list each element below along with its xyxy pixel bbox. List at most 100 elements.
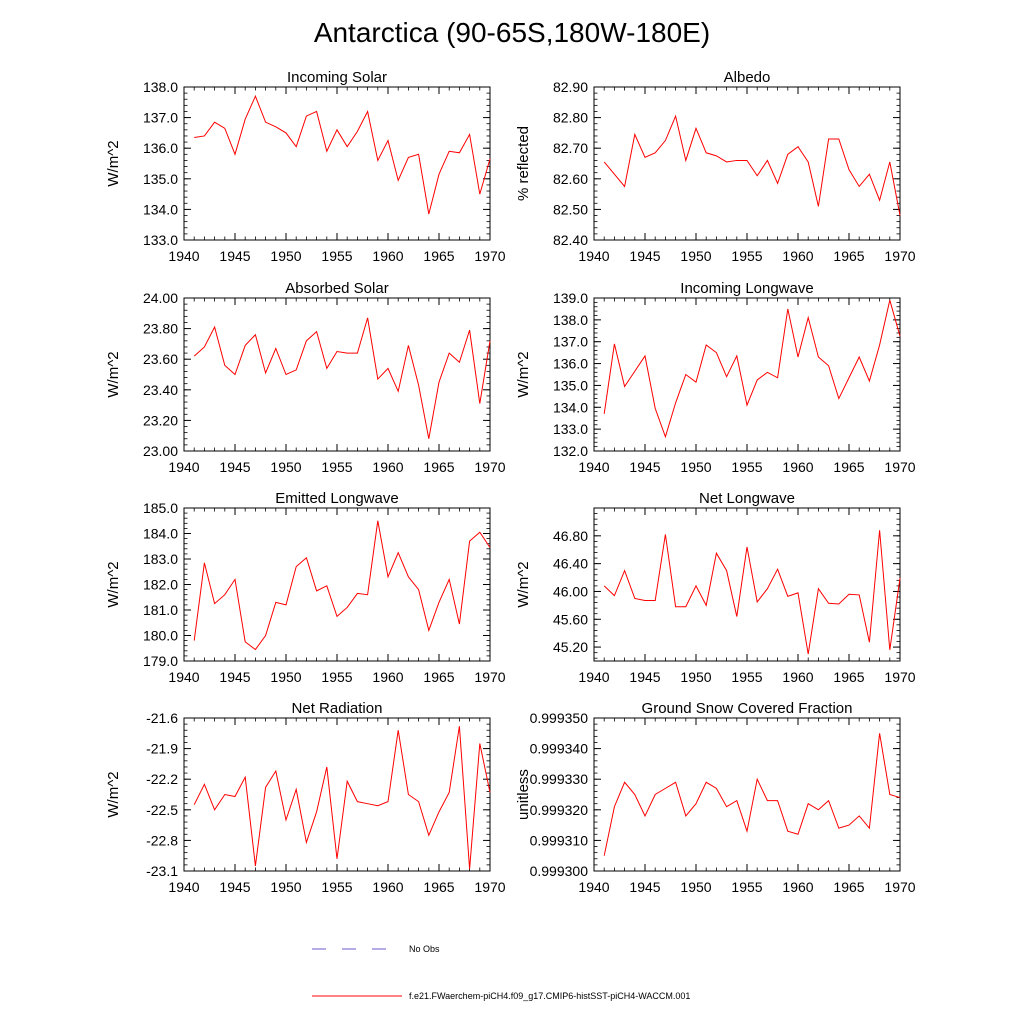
x-tick-label: 1965: [833, 879, 864, 895]
legend-no-obs-label: No Obs: [409, 944, 440, 954]
plot-frame: [593, 507, 901, 662]
series-line: [603, 300, 901, 439]
y-tick-label: 134.0: [553, 399, 588, 415]
y-tick-label: 137.0: [553, 334, 588, 350]
x-tick-label: 1945: [219, 248, 250, 264]
y-tick-label: -22.2: [146, 771, 178, 787]
x-tick-label: 1970: [884, 669, 915, 685]
y-tick-label: 82.60: [553, 171, 588, 187]
plot-frame: [593, 717, 901, 872]
x-tick-label: 1945: [629, 669, 660, 685]
y-tick-label: 135.0: [553, 377, 588, 393]
legend: No Obs f.e21.FWaerchem-piCH4.f09_g17.CMI…: [312, 944, 690, 1001]
x-tick-label: 1960: [782, 669, 813, 685]
panel-title: Absorbed Solar: [285, 280, 388, 297]
x-tick-label: 1970: [474, 669, 505, 685]
y-tick-label: 0.999330: [530, 771, 589, 787]
series-line: [603, 530, 901, 655]
series-line: [193, 520, 491, 651]
y-axis-label: W/m^2: [515, 351, 532, 397]
x-tick-label: 1955: [731, 459, 762, 475]
y-tick-label: 23.80: [143, 321, 178, 337]
y-tick-label: -22.5: [146, 802, 178, 818]
x-tick-label: 1970: [474, 879, 505, 895]
y-tick-label: 133.0: [143, 232, 178, 248]
panel-incoming-longwave: Incoming Longwave W/m^2 1940 1945 1950 1955 19…: [515, 280, 916, 475]
x-tick-label: 1950: [680, 459, 711, 475]
y-tick-label: 182.0: [143, 577, 178, 593]
x-tick-label: 1940: [168, 459, 199, 475]
y-tick-label: 23.20: [143, 412, 178, 428]
y-tick-label: 45.60: [553, 611, 588, 627]
y-tick-label: 136.0: [143, 140, 178, 156]
series-line: [194, 94, 491, 215]
x-tick-label: 1955: [731, 248, 762, 264]
x-tick-label: 1940: [168, 248, 199, 264]
series-line: [603, 114, 901, 216]
panel-ground-snow-covered-fraction: Ground Snow Covered Fraction unitless 1940…: [515, 700, 916, 895]
x-tick-label: 1955: [321, 248, 352, 264]
plot-frame: [183, 297, 491, 452]
x-tick-label: 1955: [731, 879, 762, 895]
x-tick-label: 1945: [219, 669, 250, 685]
y-tick-label: -21.6: [146, 710, 178, 726]
panel-grid: Incoming Solar W/m^2 1940 1945 1950 1955 1960 1…: [105, 69, 916, 895]
y-axis-label: W/m^2: [105, 561, 122, 607]
y-tick-label: 183.0: [143, 551, 178, 567]
y-tick-label: 46.00: [553, 583, 588, 599]
y-tick-label: 135.0: [143, 171, 178, 187]
x-tick-label: 1960: [372, 879, 403, 895]
x-tick-label: 1950: [270, 669, 301, 685]
x-tick-label: 1955: [731, 669, 762, 685]
x-tick-label: 1955: [321, 669, 352, 685]
y-tick-label: 137.0: [143, 110, 178, 126]
y-tick-label: 82.70: [553, 140, 588, 156]
x-tick-label: 1965: [423, 459, 454, 475]
y-tick-label: 0.999320: [530, 802, 589, 818]
y-axis-label: % reflected: [515, 126, 532, 201]
plot-frame: [593, 86, 901, 241]
y-tick-label: 0.999340: [530, 741, 589, 757]
x-tick-label: 1965: [833, 669, 864, 685]
x-tick-label: 1940: [168, 879, 199, 895]
x-tick-label: 1950: [270, 459, 301, 475]
x-tick-label: 1970: [884, 459, 915, 475]
x-tick-label: 1945: [629, 879, 660, 895]
legend-model-label: f.e21.FWaerchem-piCH4.f09_g17.CMIP6-hist…: [409, 991, 690, 1001]
panel-emitted-longwave: Emitted Longwave W/m^2 1940 1945 1950 1955 196…: [105, 490, 506, 685]
plot-frame: [593, 297, 901, 452]
y-axis-label: W/m^2: [105, 351, 122, 397]
x-tick-label: 1970: [474, 459, 505, 475]
x-tick-label: 1960: [782, 248, 813, 264]
y-tick-label: 184.0: [143, 526, 178, 542]
x-tick-label: 1965: [833, 248, 864, 264]
x-tick-label: 1940: [578, 248, 609, 264]
x-tick-label: 1940: [578, 879, 609, 895]
x-tick-label: 1940: [578, 459, 609, 475]
panel-incoming-solar: Incoming Solar W/m^2 1940 1945 1950 1955 1960 1…: [105, 69, 506, 264]
y-tick-label: 134.0: [143, 201, 178, 217]
x-tick-label: 1955: [321, 879, 352, 895]
y-tick-label: 139.0: [553, 290, 588, 306]
panel-net-radiation: Net Radiation W/m^2 1940 1945 1950 1955 1960 19…: [105, 700, 506, 895]
x-tick-label: 1960: [782, 879, 813, 895]
panel-title: Ground Snow Covered Fraction: [642, 700, 853, 717]
x-tick-label: 1950: [270, 879, 301, 895]
panel-title: Emitted Longwave: [275, 490, 398, 507]
y-tick-label: 23.00: [143, 443, 178, 459]
series-line: [193, 726, 491, 870]
y-tick-label: 185.0: [143, 500, 178, 516]
x-tick-label: 1950: [270, 248, 301, 264]
y-tick-label: 136.0: [553, 356, 588, 372]
panel-albedo: Albedo % reflected 1940 1945 1950 1955 1960 196…: [515, 69, 916, 264]
y-tick-label: 0.999350: [530, 710, 589, 726]
y-tick-label: 82.50: [553, 201, 588, 217]
y-tick-label: 138.0: [553, 312, 588, 328]
y-tick-label: 132.0: [553, 443, 588, 459]
x-tick-label: 1960: [782, 459, 813, 475]
series-line: [193, 317, 491, 439]
panel-title: Net Radiation: [292, 700, 383, 717]
y-tick-label: 23.60: [143, 351, 178, 367]
x-tick-label: 1970: [884, 879, 915, 895]
x-tick-label: 1970: [884, 248, 915, 264]
